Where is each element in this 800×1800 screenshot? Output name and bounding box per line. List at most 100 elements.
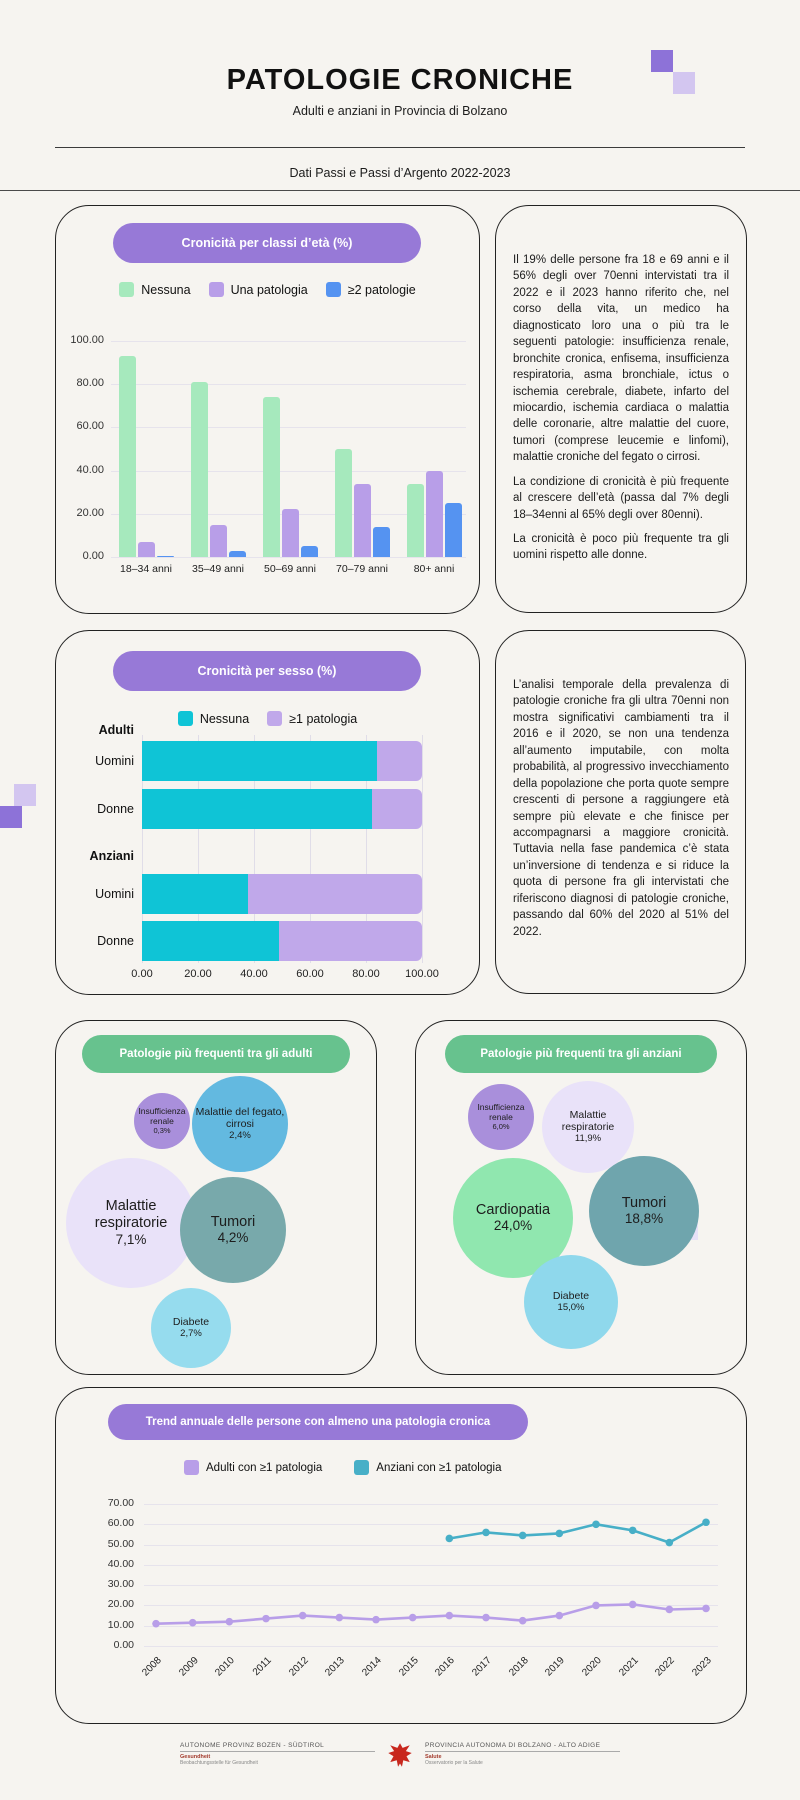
bar-≥2-patologie <box>157 556 174 557</box>
bubble-label: Tumori <box>210 1213 256 1230</box>
y-gridline <box>111 557 466 558</box>
decor-square-left-dark <box>0 806 22 828</box>
footer-german-line2: Beobachtungsstelle für Gesundheit <box>180 1760 258 1766</box>
legend-swatch <box>177 711 193 726</box>
trend-line-adulti-con-≥1-patologia <box>155 1603 707 1625</box>
trend-point <box>445 1611 454 1620</box>
bar-una-patologia <box>210 524 227 557</box>
bar-nessuna <box>191 382 208 557</box>
bubble-label: Malattie del fegato, cirrosi <box>195 1106 285 1131</box>
trend-point <box>225 1617 234 1626</box>
bubble-value: 2,4% <box>229 1130 251 1142</box>
footer-italian-heading: PROVINCIA AUTONOMA DI BOLZANO - ALTO ADI… <box>425 1742 620 1752</box>
legend-swatch <box>208 282 224 297</box>
row-group-label: Adulti <box>98 723 134 737</box>
chart-card-trend: Trend annuale delle persone con almeno u… <box>55 1387 747 1724</box>
bar-nessuna <box>407 483 424 557</box>
bubble-value: 11,9% <box>574 1133 602 1145</box>
bubble-label: Malattie respiratorie <box>94 1198 168 1231</box>
text-card-1: Il 19% delle persone fra 18 e 69 anni e … <box>495 205 747 613</box>
trend-point <box>408 1613 417 1622</box>
bar-≥2-patologie <box>445 503 462 557</box>
trend-point <box>665 1605 674 1614</box>
bubble-insufficienza-renale: Insufficienza renale 0,3% <box>134 1093 190 1149</box>
bubble-value: 0,3% <box>153 1126 171 1136</box>
legend-item: ≥1 patologia <box>267 711 357 726</box>
y-gridline <box>111 470 466 472</box>
y-gridline <box>144 1524 718 1526</box>
page-subtitle: Adulti e anziani in Provincia di Bolzano <box>292 104 508 118</box>
y-axis-tick-label: 40.00 <box>76 463 104 476</box>
y-axis-tick-label: 40.00 <box>107 1557 134 1570</box>
trend-point <box>518 1616 527 1625</box>
y-axis-tick-label: 100.00 <box>70 334 104 346</box>
bar-segment-patologia <box>377 741 422 781</box>
chart-card-bubbles-elderly: Patologie più frequenti tra gli anziani … <box>415 1020 747 1375</box>
bar-una-patologia <box>138 541 155 557</box>
decor-square-top-right-dark <box>651 50 673 72</box>
coat-of-arms-icon <box>388 1743 412 1767</box>
x-axis-category-label: 18–34 anni <box>120 563 172 575</box>
footer-italian-line2: Osservatorio per la Salute <box>425 1760 483 1766</box>
bubble-diabete: Diabete 2,7% <box>151 1288 231 1368</box>
bar-una-patologia <box>354 483 371 557</box>
bubble-insufficienza-renale: Insufficienza renale 6,0% <box>468 1084 534 1150</box>
decor-square-left-light <box>14 784 36 806</box>
y-axis-tick-label: 60.00 <box>76 420 104 433</box>
y-gridline <box>144 1646 718 1647</box>
trend-point <box>702 1604 710 1613</box>
x-axis-category-label: 80+ anni <box>413 563 455 575</box>
chart-title-age: Cronicità per classi d’età (%) <box>181 236 353 250</box>
bar-segment-patologia <box>371 789 422 829</box>
footer: AUTONOME PROVINZ BOZEN - SÜDTIROL Gesund… <box>0 1742 800 1771</box>
x-gridline <box>366 735 367 963</box>
trend-point <box>518 1531 527 1540</box>
row-label: Donne <box>97 802 134 816</box>
chart-card-sex: Cronicità per sesso (%) Nessuna ≥1 patolo… <box>55 630 480 995</box>
text-block-1-p2: La condizione di cronicità è più frequen… <box>513 475 729 521</box>
footer-italian-block: PROVINCIA AUTONOMA DI BOLZANO - ALTO ADI… <box>425 1742 620 1766</box>
x-axis-tick-label: 20.00 <box>184 968 212 980</box>
y-gridline <box>111 341 466 342</box>
trend-point <box>445 1534 454 1543</box>
trend-point <box>628 1600 637 1609</box>
x-gridline <box>198 735 199 963</box>
legend-label: Anziani con ≥1 patologia <box>376 1461 502 1474</box>
bubble-label: Insufficienza renale <box>477 1101 525 1122</box>
legend-item: Anziani con ≥1 patologia <box>354 1460 502 1475</box>
trend-point <box>592 1601 600 1610</box>
chart-title-pill-bubbles-adults: Patologie più frequenti tra gli adulti <box>82 1035 350 1073</box>
chart-title-pill-bubbles-elderly: Patologie più frequenti tra gli anziani <box>445 1035 717 1073</box>
x-axis-tick-label: 80.00 <box>352 968 380 980</box>
legend-label: ≥2 patologie <box>347 282 416 297</box>
chart-card-age: Cronicità per classi d’età (%) Nessuna Un… <box>55 205 480 614</box>
row-label: Donne <box>97 934 134 948</box>
trend-point <box>592 1520 600 1529</box>
bubble-value: 15,0% <box>557 1302 585 1314</box>
bar-nessuna <box>263 397 280 557</box>
bubble-value: 2,7% <box>180 1328 202 1340</box>
chart-title-bubbles-elderly: Patologie più frequenti tra gli anziani <box>480 1048 682 1060</box>
bubble-tumori: Tumori 4,2% <box>180 1177 286 1283</box>
x-axis-category-label: 35–49 anni <box>192 563 244 575</box>
bar-segment-nessuna <box>142 874 249 914</box>
text-block-2-p1: L’analisi temporale della prevalenza di … <box>513 679 729 938</box>
y-axis-tick-label: 0.00 <box>113 1639 134 1651</box>
trend-point <box>298 1611 307 1620</box>
legend-swatch <box>119 282 135 297</box>
bar-segment-nessuna <box>142 741 378 781</box>
text-card-2: L’analisi temporale della prevalenza di … <box>495 630 746 994</box>
x-gridline <box>254 735 255 963</box>
legend-swatch <box>325 282 341 297</box>
page-title: PATOLOGIE CRONICHE <box>226 64 574 96</box>
x-axis-tick-label: 60.00 <box>296 968 324 980</box>
chart-card-bubbles-adults: Patologie più frequenti tra gli adulti I… <box>55 1020 377 1375</box>
bubble-diabete: Diabete 15,0% <box>524 1255 618 1349</box>
legend-label: Adulti con ≥1 patologia <box>206 1461 323 1474</box>
x-gridline <box>422 735 423 963</box>
bubble-value: 4,2% <box>217 1230 249 1246</box>
y-axis-tick-label: 20.00 <box>76 506 104 519</box>
x-axis-category-label: 70–79 anni <box>336 563 388 575</box>
y-axis-tick-label: 60.00 <box>107 1517 134 1530</box>
legend-item: ≥2 patologie <box>325 282 416 297</box>
